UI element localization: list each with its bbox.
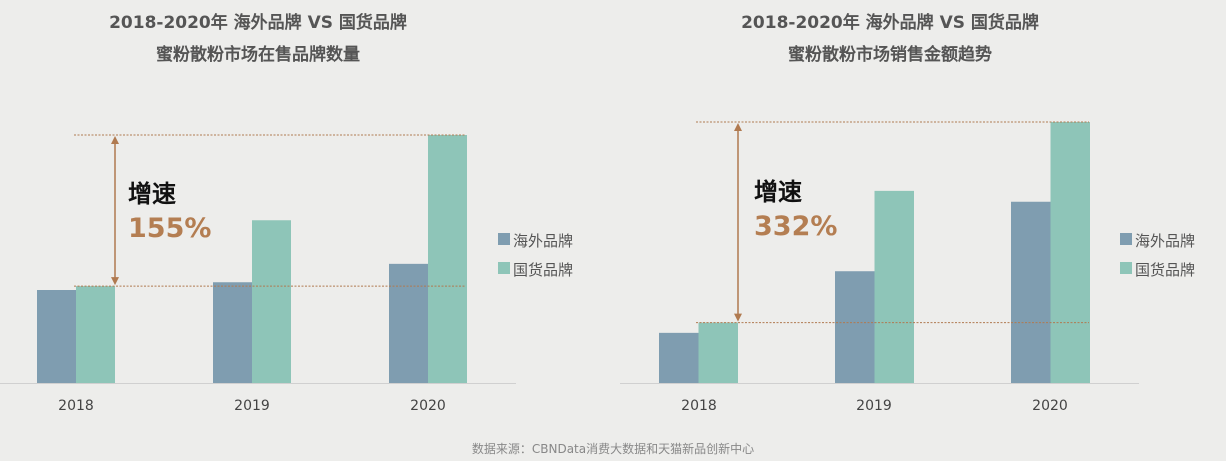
chart-right: 2018-2020年 海外品牌 VS 国货品牌 蜜粉散粉市场销售金额趋势 增速 … bbox=[620, 12, 1195, 414]
speed-value: 332% bbox=[754, 211, 837, 242]
x-tick-label: 2019 bbox=[856, 398, 892, 414]
speed-label: 增速 bbox=[754, 178, 802, 206]
chart-title-line2: 蜜粉散粉市场销售金额趋势 bbox=[788, 44, 992, 65]
legend-swatch-domestic bbox=[1120, 262, 1132, 274]
bar-overseas-2020 bbox=[1011, 201, 1051, 383]
bar-domestic-2020 bbox=[428, 135, 467, 383]
arrow-head-down-icon bbox=[734, 313, 742, 322]
x-tick-label: 2020 bbox=[1032, 398, 1068, 414]
bar-domestic-2020 bbox=[1050, 122, 1090, 383]
bar-domestic-2018 bbox=[76, 286, 115, 383]
legend-label-domestic: 国货品牌 bbox=[513, 261, 573, 279]
legend-label-overseas: 海外品牌 bbox=[513, 232, 573, 250]
chart-title-line1: 2018-2020年 海外品牌 VS 国货品牌 bbox=[109, 12, 407, 33]
x-tick-label: 2018 bbox=[681, 398, 717, 414]
x-tick-label: 2019 bbox=[234, 398, 270, 414]
bar-overseas-2019 bbox=[213, 282, 252, 383]
x-tick-label: 2018 bbox=[58, 398, 94, 414]
speed-label: 增速 bbox=[128, 180, 176, 208]
chart-title-line2: 蜜粉散粉市场在售品牌数量 bbox=[156, 44, 360, 65]
arrow-head-up-icon bbox=[111, 136, 119, 144]
bar-domestic-2019 bbox=[252, 220, 291, 383]
bar-overseas-2020 bbox=[389, 263, 428, 383]
source-note: 数据来源：CBNData消费大数据和天猫新品创新中心 bbox=[472, 441, 754, 456]
arrow-head-up-icon bbox=[734, 123, 742, 131]
chart-title-line1: 2018-2020年 海外品牌 VS 国货品牌 bbox=[741, 12, 1039, 33]
legend-swatch-overseas bbox=[498, 233, 510, 245]
x-tick-label: 2020 bbox=[410, 398, 446, 414]
legend-label-overseas: 海外品牌 bbox=[1135, 232, 1195, 250]
bar-overseas-2018 bbox=[37, 290, 76, 383]
speed-value: 155% bbox=[128, 213, 211, 244]
bar-overseas-2019 bbox=[835, 271, 875, 383]
legend-swatch-overseas bbox=[1120, 233, 1132, 245]
bar-domestic-2018 bbox=[698, 322, 738, 383]
arrow-head-down-icon bbox=[111, 277, 119, 286]
bar-domestic-2019 bbox=[874, 190, 914, 383]
legend-swatch-domestic bbox=[498, 262, 510, 274]
legend-label-domestic: 国货品牌 bbox=[1135, 261, 1195, 279]
bar-overseas-2018 bbox=[659, 332, 699, 383]
chart-left: 2018-2020年 海外品牌 VS 国货品牌 蜜粉散粉市场在售品牌数量 增速 … bbox=[0, 12, 573, 414]
